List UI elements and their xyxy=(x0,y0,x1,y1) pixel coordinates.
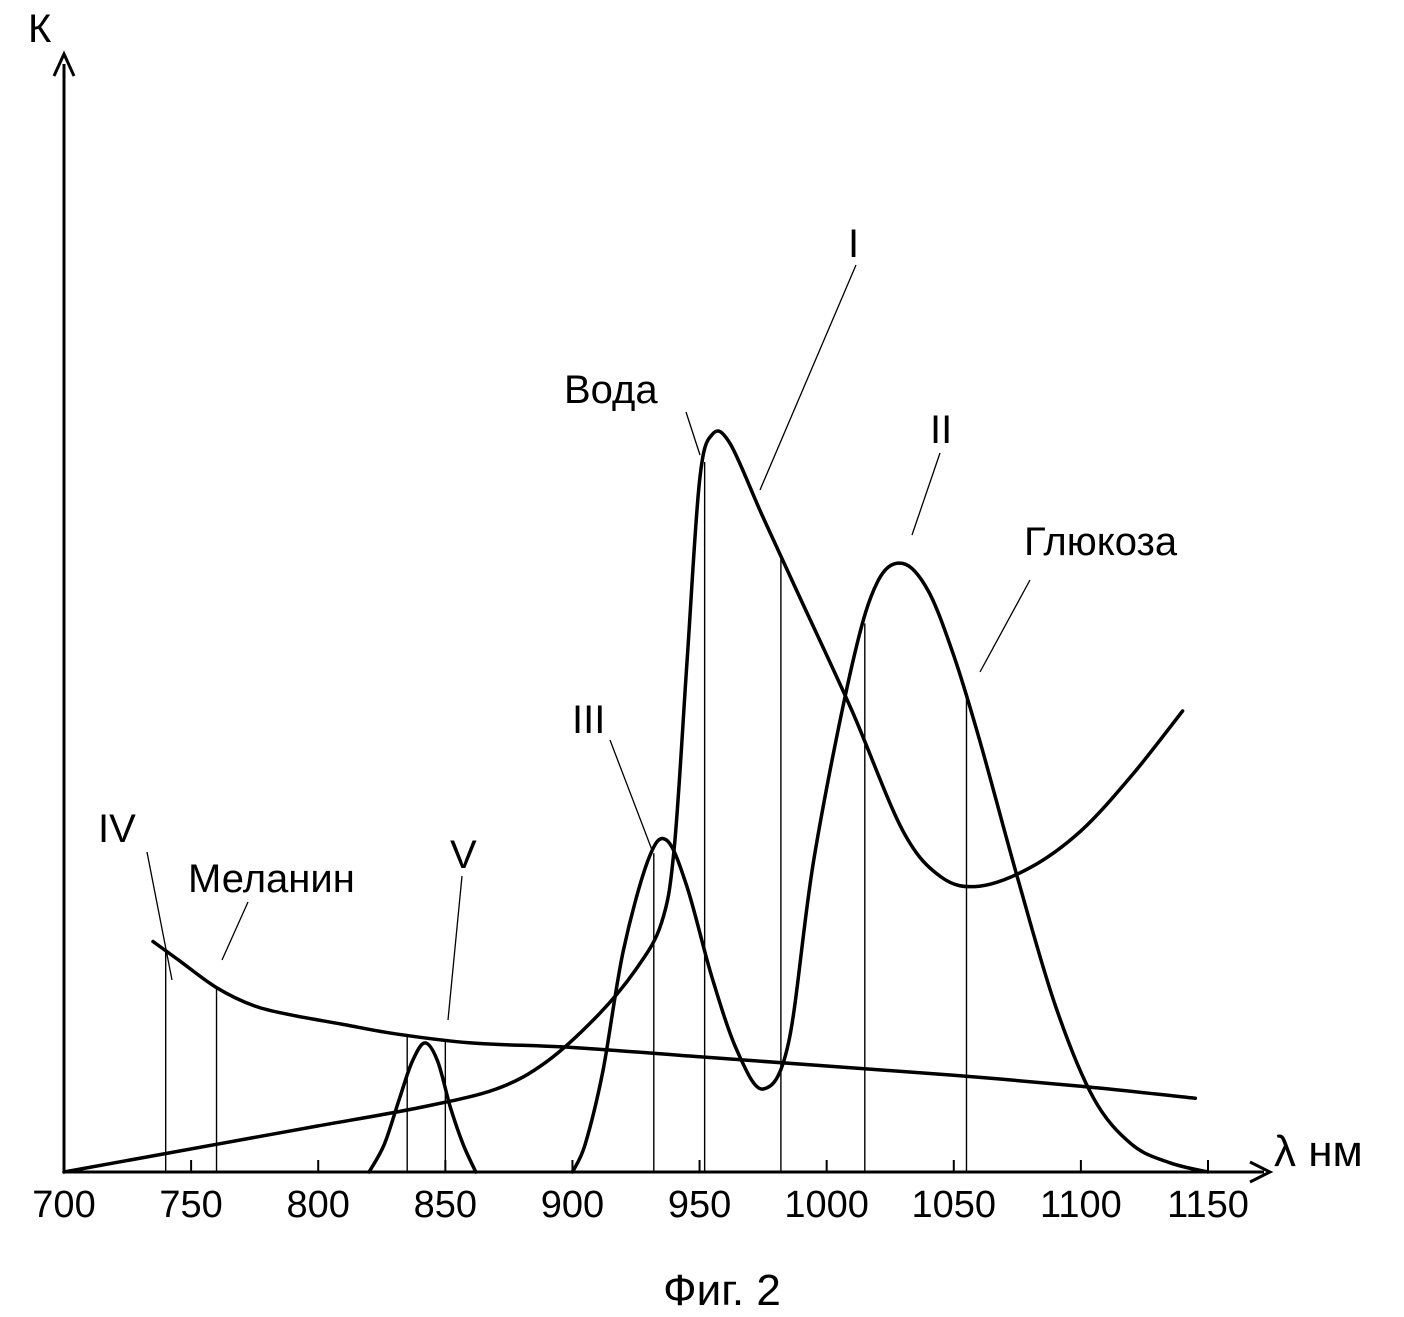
leader-line xyxy=(759,264,857,491)
x-axis-arrow xyxy=(1249,1160,1274,1184)
leader-line xyxy=(447,875,463,1021)
x-tick-label: 1000 xyxy=(784,1184,869,1226)
x-tick-label: 750 xyxy=(159,1184,222,1226)
annotation-iii: III xyxy=(572,698,605,742)
annotation-ii: II xyxy=(930,408,952,452)
annotation-glucose: Глюкоза xyxy=(1024,520,1178,564)
x-axis-label: λ нм xyxy=(1274,1127,1363,1176)
x-tick-label: 800 xyxy=(287,1184,350,1226)
series-glucose xyxy=(570,561,1210,1174)
leader-lines xyxy=(146,264,1031,1021)
leader-line xyxy=(685,411,701,456)
x-tick-label: 900 xyxy=(541,1184,604,1226)
series-group xyxy=(62,429,1210,1174)
annotation-v: V xyxy=(450,833,477,877)
leader-line xyxy=(979,579,1031,673)
y-axis-arrow xyxy=(52,50,76,77)
annotation-water: Вода xyxy=(564,368,658,412)
leader-line xyxy=(146,851,173,981)
marker-lines xyxy=(164,462,968,1172)
leader-line xyxy=(911,452,941,536)
series-peak-v xyxy=(367,1041,478,1174)
annotation-i: I xyxy=(848,222,859,266)
figure-caption: Фиг. 2 xyxy=(663,1266,781,1315)
axes xyxy=(52,50,1274,1184)
x-tick-label: 1150 xyxy=(1167,1184,1249,1226)
leader-line xyxy=(609,739,653,851)
x-tick-label: 950 xyxy=(668,1184,731,1226)
x-ticks: 700 750 800 850 900 950 1000 1050 1100 1150 xyxy=(32,1160,1249,1226)
annotation-iv: IV xyxy=(98,807,136,851)
leader-line xyxy=(221,901,249,961)
series-melanin xyxy=(151,939,1198,1100)
annotation-melanin: Меланин xyxy=(188,857,355,901)
x-tick-label: 850 xyxy=(414,1184,477,1226)
x-tick-label: 700 xyxy=(32,1184,95,1226)
y-axis-label: К xyxy=(28,7,52,51)
x-tick-label: 1100 xyxy=(1040,1184,1122,1226)
series-water xyxy=(62,429,1185,1174)
x-tick-label: 1050 xyxy=(912,1184,997,1226)
